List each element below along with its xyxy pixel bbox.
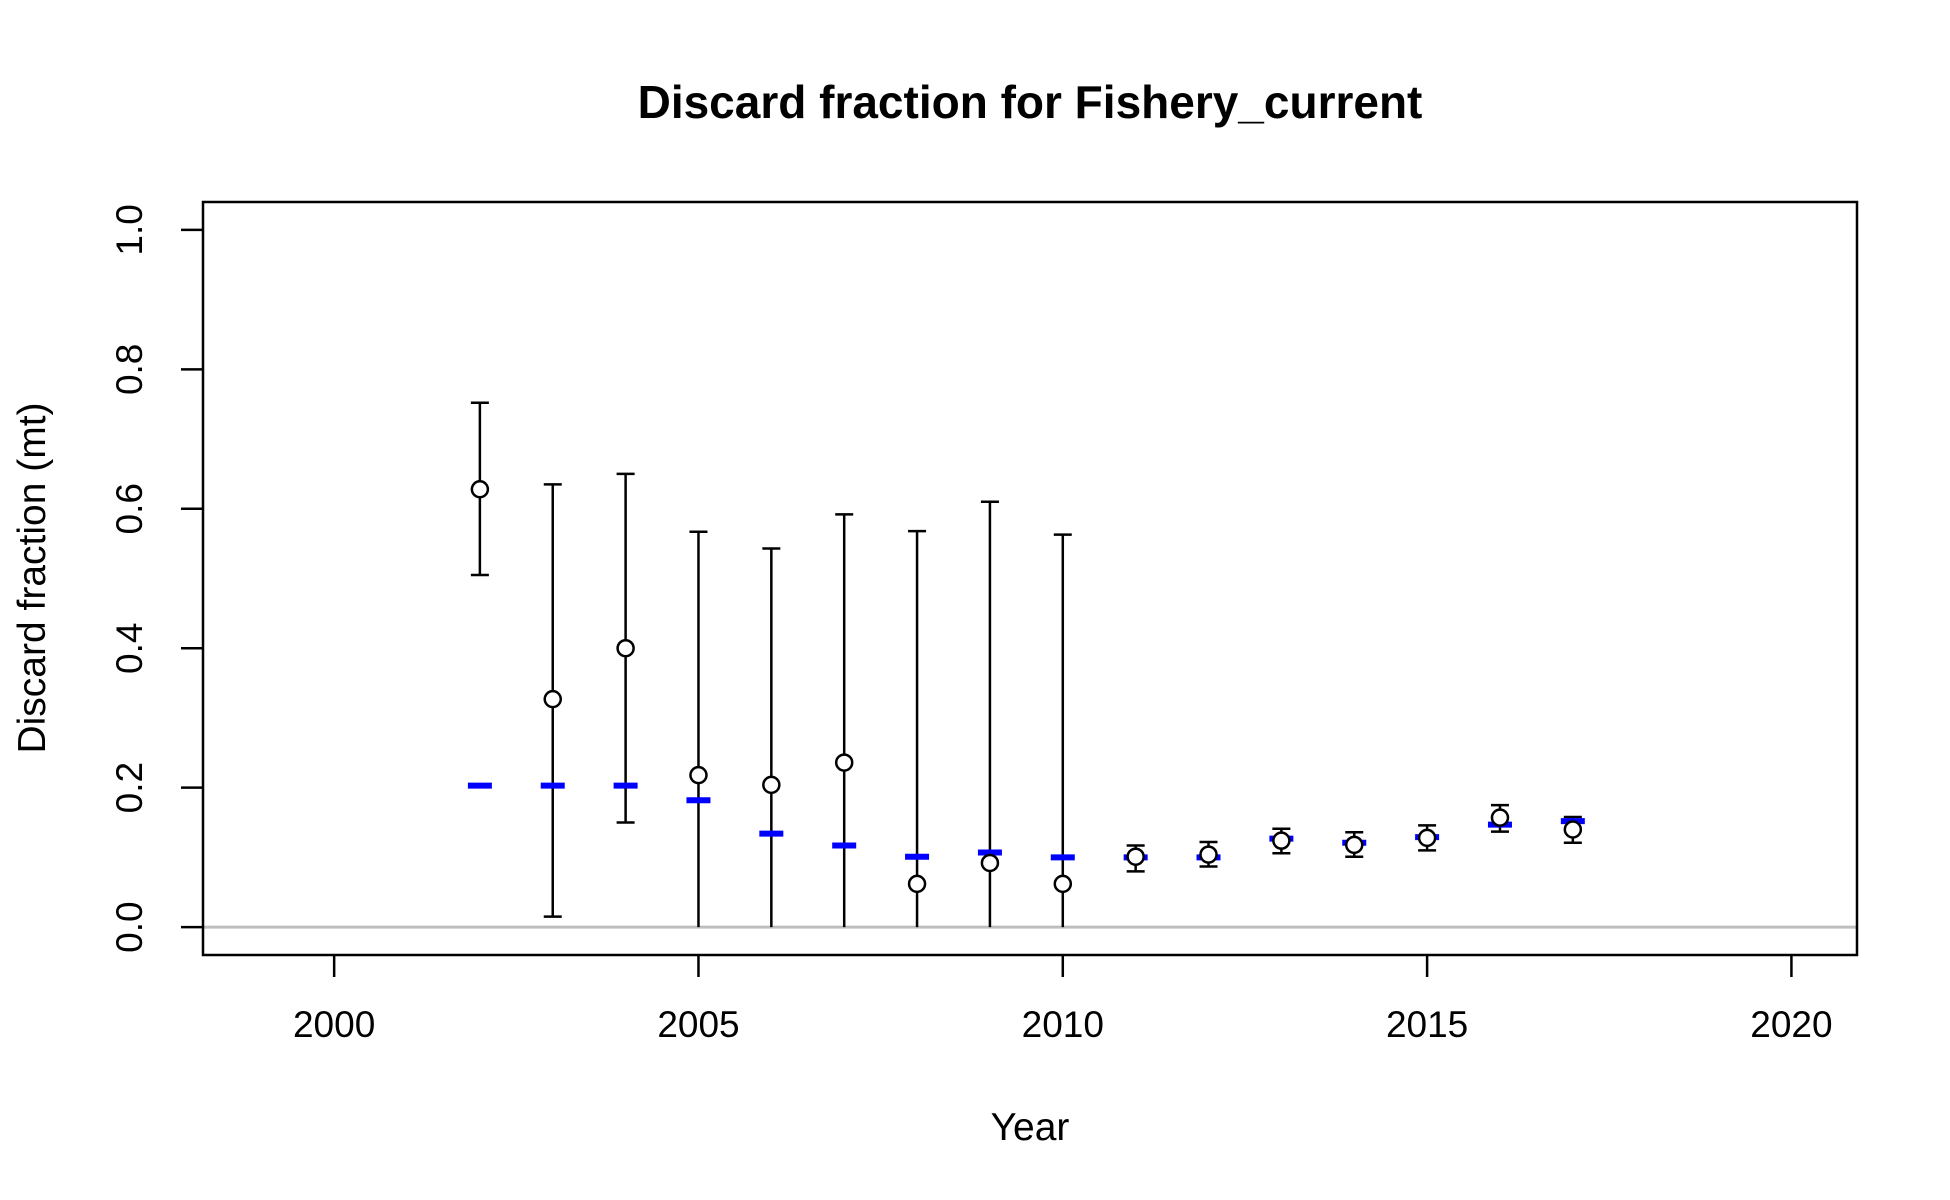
observed-point-0 — [470, 480, 490, 499]
y-tick-label-3: 0.6 — [109, 483, 150, 534]
observed-point-14 — [1490, 808, 1510, 827]
observed-point-8 — [1053, 874, 1073, 894]
observed-point-1 — [543, 689, 562, 709]
observed-point-2 — [616, 638, 635, 658]
x-tick-label-1: 2005 — [657, 1004, 739, 1045]
y-tick-label-1: 0.2 — [109, 762, 150, 813]
x-tick-label-3: 2015 — [1386, 1004, 1468, 1045]
y-tick-label-2: 0.4 — [109, 623, 150, 674]
x-tick-label-4: 2020 — [1750, 1004, 1832, 1045]
y-tick-label-0: 0.0 — [109, 901, 150, 952]
observed-point-12 — [1344, 835, 1364, 855]
chart-title: Discard fraction for Fishery_current — [638, 76, 1423, 128]
observed-point-4 — [762, 775, 781, 795]
y-axis-label: Discard fraction (mt) — [11, 402, 54, 753]
observed-point-15 — [1563, 820, 1583, 839]
observed-point-3 — [689, 765, 708, 785]
x-tick-label-2: 2010 — [1022, 1004, 1104, 1045]
observed-point-11 — [1272, 831, 1291, 850]
observed-point-6 — [907, 874, 927, 894]
observed-point-5 — [834, 753, 854, 772]
plot-frame — [201, 200, 1859, 957]
observed-point-10 — [1199, 845, 1218, 864]
x-tick-label-0: 2000 — [293, 1004, 375, 1045]
y-tick-label-5: 1.0 — [109, 204, 150, 255]
plot-area: 2000 2005 2010 2015 2020 0.0 0.2 0.4 0.6 0.8 1.0 — [109, 200, 1859, 1045]
observed-point-7 — [980, 853, 1000, 873]
observed-point-13 — [1417, 828, 1437, 848]
observed-point-9 — [1126, 847, 1145, 866]
y-tick-label-4: 0.8 — [109, 344, 150, 395]
x-axis-label: Year — [991, 1106, 1070, 1149]
